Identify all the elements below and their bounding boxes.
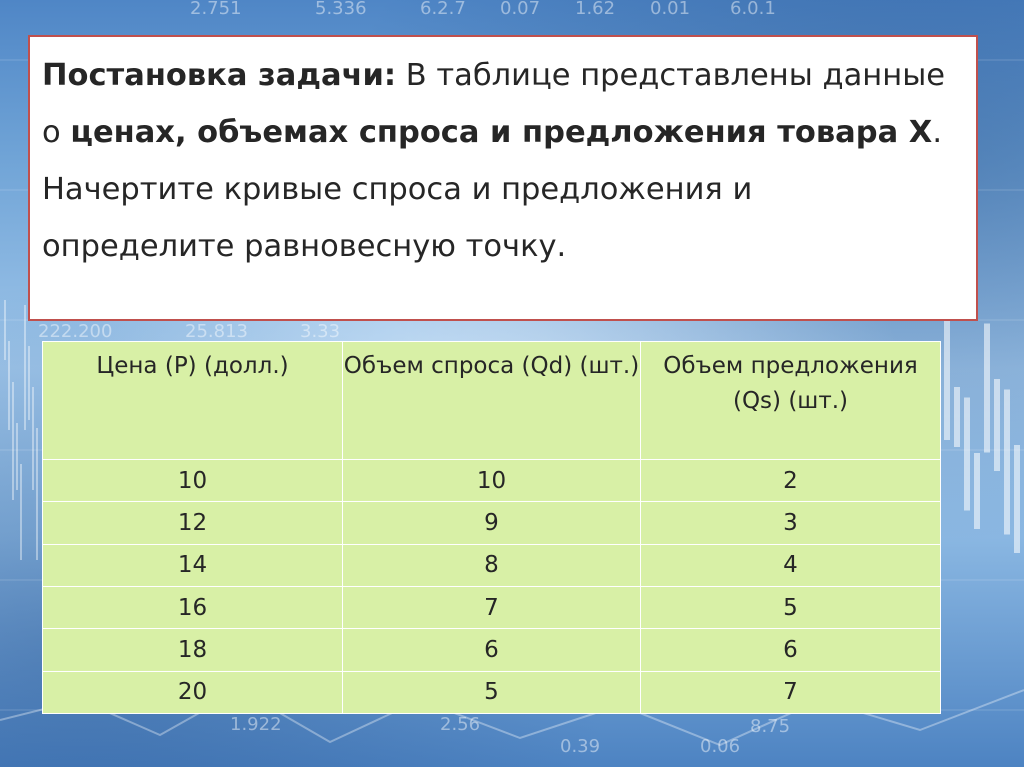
cell-supply: 2 [640, 458, 941, 503]
background-candle [994, 379, 1000, 471]
background-number: 6.2.7 [420, 0, 466, 19]
background-number: 0.39 [560, 736, 600, 757]
background-number: 5.336 [315, 0, 367, 19]
cell-price: 14 [42, 543, 343, 587]
cell-supply: 5 [640, 585, 941, 630]
cell-supply: 3 [640, 501, 941, 545]
background-candle [36, 428, 38, 560]
cell-demand: 7 [342, 585, 641, 630]
background-number: 0.07 [500, 0, 540, 19]
background-candle [16, 423, 18, 490]
background-number: 0.06 [700, 736, 740, 757]
background-candle [8, 341, 10, 430]
cell-demand: 5 [342, 670, 641, 715]
background-number: 3.33 [300, 321, 340, 342]
background-candle [964, 397, 970, 511]
background-candle [32, 387, 34, 490]
task-text-bold: ценах, объемах спроса и предложения това… [70, 115, 933, 150]
data-table: Цена (P) (долл.) Объем спроса (Qd) (шт.)… [42, 341, 941, 715]
cell-price: 10 [42, 458, 343, 503]
background-candle [20, 464, 22, 560]
cell-demand: 8 [342, 543, 641, 587]
table-row: 12 9 3 [42, 501, 941, 545]
cell-demand: 6 [342, 628, 641, 672]
cell-demand: 10 [342, 458, 641, 503]
header-price: Цена (P) (долл.) [42, 341, 343, 460]
background-candle [1004, 389, 1010, 535]
cell-supply: 7 [640, 670, 941, 715]
task-statement: Постановка задачи: В таблице представлен… [28, 35, 978, 321]
table-row: 16 7 5 [42, 585, 941, 630]
background-number: 6.0.1 [730, 0, 776, 19]
table-row: 18 6 6 [42, 628, 941, 672]
background-number: 222.200 [38, 321, 112, 342]
background-number: 0.01 [650, 0, 690, 19]
task-text: . Начертите кривые спроса и предложения … [42, 115, 943, 264]
background-number: 1.922 [230, 714, 282, 735]
cell-price: 20 [42, 670, 343, 715]
cell-price: 18 [42, 628, 343, 672]
task-text: В таблице представлены данные о [42, 58, 946, 150]
background-candle [984, 323, 990, 453]
cell-supply: 4 [640, 543, 941, 587]
background-candle [24, 305, 26, 430]
background-candle [4, 300, 6, 360]
cell-price: 12 [42, 501, 343, 545]
background-number: 8.75 [750, 716, 790, 737]
background-candle [12, 382, 14, 500]
table-row: 14 8 4 [42, 543, 941, 587]
table-row: 10 10 2 [42, 458, 941, 503]
table-row: 20 5 7 [42, 670, 941, 715]
background-number: 1.62 [575, 0, 615, 19]
background-candle [1014, 445, 1020, 553]
background-candle [954, 387, 960, 447]
background-number: 2.751 [190, 0, 242, 19]
background-candle [28, 346, 30, 420]
header-demand: Объем спроса (Qd) (шт.) [342, 341, 641, 460]
cell-demand: 9 [342, 501, 641, 545]
header-supply: Объем предложения (Qs) (шт.) [640, 341, 941, 460]
cell-price: 16 [42, 585, 343, 630]
task-text-bold: Постановка задачи: [42, 58, 397, 93]
background-number: 2.56 [440, 714, 480, 735]
table-header-row: Цена (P) (долл.) Объем спроса (Qd) (шт.)… [42, 341, 941, 460]
background-number: 25.813 [185, 321, 248, 342]
background-candle [974, 453, 980, 529]
background-candle [944, 320, 950, 440]
cell-supply: 6 [640, 628, 941, 672]
